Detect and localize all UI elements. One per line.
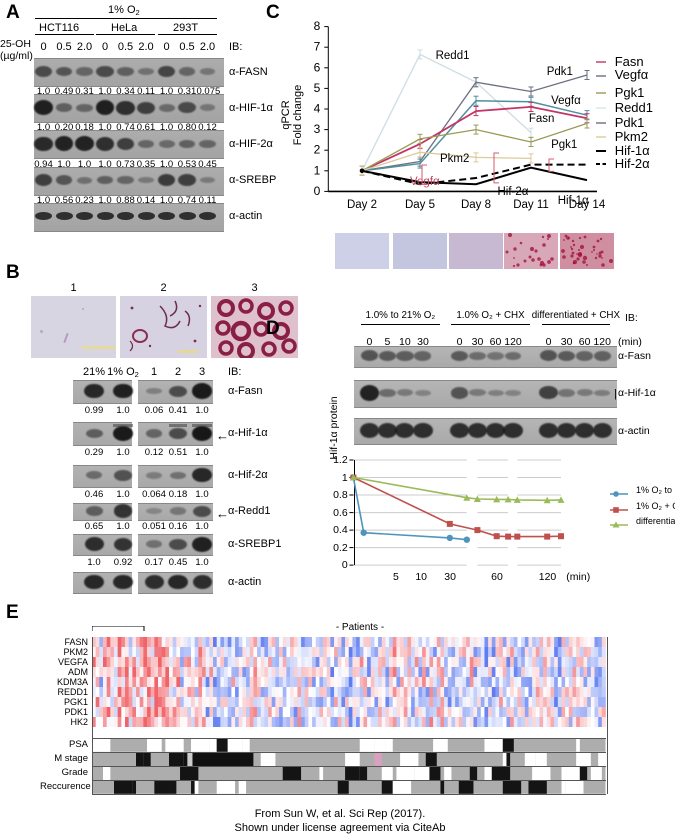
svg-text:5: 5 bbox=[314, 81, 321, 95]
svg-text:7: 7 bbox=[314, 40, 321, 54]
svg-text:8: 8 bbox=[314, 19, 321, 33]
svg-text:6: 6 bbox=[314, 60, 321, 74]
svg-text:3: 3 bbox=[314, 122, 321, 136]
svg-text:4: 4 bbox=[314, 102, 321, 116]
svg-text:0: 0 bbox=[314, 184, 321, 198]
svg-text:1: 1 bbox=[314, 163, 321, 177]
svg-text:2: 2 bbox=[314, 143, 321, 157]
